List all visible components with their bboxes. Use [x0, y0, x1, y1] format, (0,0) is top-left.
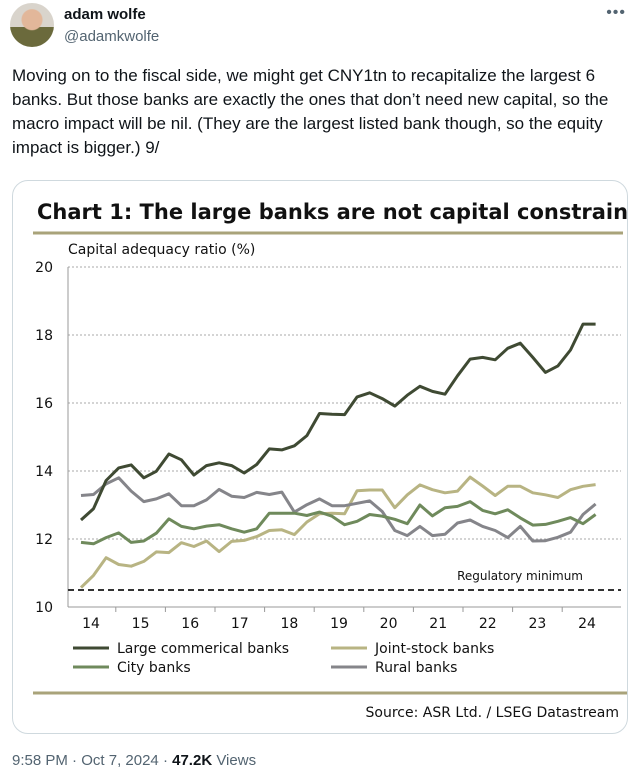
avatar[interactable]	[10, 3, 54, 47]
x-tick-label: 20	[380, 616, 398, 632]
y-axis-label: Capital adequacy ratio (%)	[68, 242, 255, 258]
y-tick-label: 12	[35, 532, 53, 548]
tweet-meta: 9:58 PM · Oct 7, 2024 · 47.2K Views	[12, 752, 256, 769]
legend-label: Rural banks	[375, 660, 457, 676]
tweet-date[interactable]: Oct 7, 2024	[81, 752, 159, 769]
views-count: 47.2K	[172, 752, 213, 769]
x-tick-label: 17	[231, 616, 249, 632]
series-line-joint-stock-banks	[79, 475, 596, 589]
separator: ·	[158, 752, 173, 769]
x-tick-label: 18	[280, 616, 298, 632]
series-line-rural-banks	[80, 476, 597, 543]
x-tick-label: 23	[528, 616, 546, 632]
y-tick-label: 10	[35, 600, 53, 616]
x-tick-label: 15	[132, 616, 150, 632]
chart-source: Source: ASR Ltd. / LSEG Datastream	[366, 705, 619, 721]
tweet-text: Moving on to the fiscal side, we might g…	[12, 66, 609, 157]
legend-label: City banks	[117, 660, 191, 676]
y-tick-label: 20	[35, 260, 53, 276]
author-name[interactable]: adam wolfe	[64, 6, 146, 23]
x-tick-label: 19	[330, 616, 348, 632]
views-label: Views	[216, 752, 257, 769]
series-line-large-commerical-banks	[79, 322, 596, 522]
more-horizontal-icon[interactable]: •••	[606, 4, 626, 21]
x-tick-label: 16	[181, 616, 199, 632]
y-tick-label: 18	[35, 328, 53, 344]
legend-label: Large commerical banks	[117, 641, 289, 657]
x-tick-label: 22	[479, 616, 497, 632]
series-line-city-banks	[80, 500, 597, 546]
regulatory-minimum-label: Regulatory minimum	[457, 569, 583, 583]
tweet-time[interactable]: 9:58 PM	[12, 752, 68, 769]
separator: ·	[67, 752, 82, 769]
author-handle[interactable]: @adamkwolfe	[64, 28, 160, 45]
chart: Chart 1: The large banks are not capital…	[33, 200, 627, 721]
chart-image-card[interactable]: Chart 1: The large banks are not capital…	[12, 180, 628, 734]
y-tick-label: 14	[35, 464, 53, 480]
y-tick-label: 16	[35, 396, 53, 412]
x-tick-label: 24	[578, 616, 596, 632]
x-tick-label: 14	[82, 616, 100, 632]
chart-title: Chart 1: The large banks are not capital…	[37, 200, 627, 224]
x-tick-label: 21	[429, 616, 447, 632]
legend-label: Joint-stock banks	[374, 641, 494, 657]
